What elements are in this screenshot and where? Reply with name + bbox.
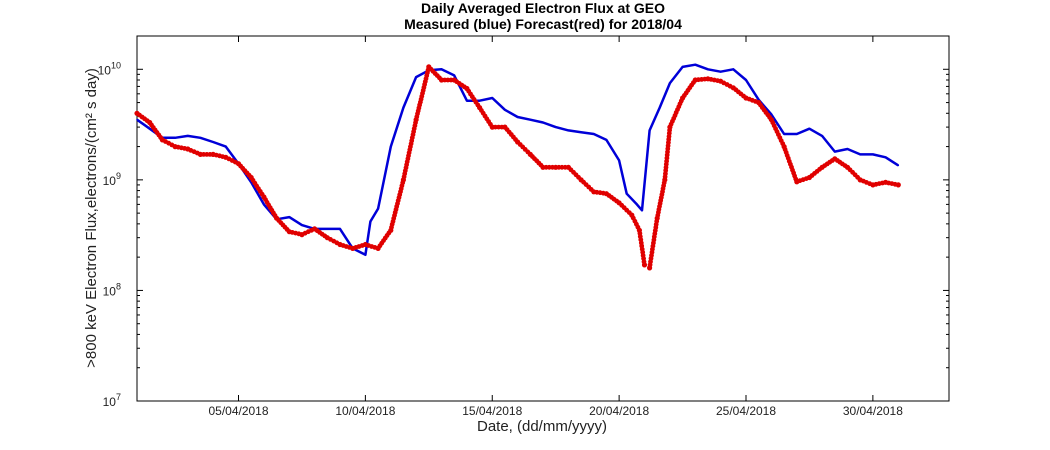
measured-data-point — [694, 63, 697, 66]
measured-data-point — [288, 216, 291, 218]
measured-data-point — [783, 133, 785, 135]
measured-data-point — [491, 97, 494, 99]
measured-data-point — [466, 99, 468, 102]
measured-data-point — [808, 127, 811, 130]
x-tick-label: 30/04/2018 — [843, 404, 903, 418]
y-tick-label: 109 — [103, 171, 121, 188]
measured-data-point — [542, 121, 544, 124]
measured-data-point — [897, 164, 900, 167]
measured-data-point — [136, 118, 138, 121]
y-tick-label: 108 — [103, 281, 121, 298]
measured-data-point — [504, 109, 506, 111]
measured-data-point — [872, 153, 874, 156]
measured-data-point — [516, 116, 519, 118]
x-axis-ticks: 05/04/2018 10/04/2018 15/04/2018 20/04/2018… — [208, 36, 903, 418]
measured-data-point — [636, 203, 638, 206]
measured-data-point — [148, 127, 151, 130]
plot-area-frame — [136, 35, 950, 402]
measured-data-point — [641, 209, 643, 212]
measured-data-point — [174, 137, 176, 139]
measured-data-point — [415, 76, 417, 78]
measured-data-point — [859, 153, 861, 156]
x-tick-label: 25/04/2018 — [716, 404, 776, 418]
measured-data-point — [390, 145, 392, 148]
y-tick-label: 1010 — [98, 60, 121, 77]
measured-data-point — [339, 228, 341, 230]
measured-data-point — [364, 254, 367, 256]
x-tick-label: 20/04/2018 — [589, 404, 649, 418]
measured-data-point — [187, 135, 189, 137]
measured-data-point — [478, 99, 481, 102]
x-tick-label: 05/04/2018 — [208, 404, 268, 418]
measured-data-point — [796, 133, 798, 135]
chart-subtitle: Measured (blue) Forecast(red) for 2018/0… — [404, 16, 682, 32]
measured-data-point — [402, 106, 405, 109]
measured-data-point — [745, 79, 747, 81]
measured-data-point — [593, 133, 595, 135]
y-tick-label: 107 — [103, 392, 121, 409]
measured-data-point — [529, 118, 532, 121]
y-axis-ticks: 107 108 109 1010 — [98, 35, 949, 409]
measured-data-point — [719, 70, 722, 73]
series-measured-line — [137, 63, 899, 257]
measured-data-point — [884, 156, 887, 159]
measured-data-point — [605, 139, 608, 141]
measured-data-point — [326, 228, 329, 230]
measured-data-point — [648, 129, 651, 132]
measured-data-point — [707, 68, 709, 71]
measured-data-point — [580, 131, 582, 133]
series-layer — [134, 63, 901, 271]
measured-data-point — [567, 129, 570, 132]
measured-data-point — [618, 159, 620, 162]
measured-data-point — [554, 126, 557, 128]
measured-data-point — [369, 220, 372, 223]
measured-data-point — [834, 150, 836, 153]
y-axis-label: >800 keV Electron Flux,electrons/(cm² s … — [83, 68, 100, 368]
measured-data-point — [453, 74, 456, 77]
measured-data-point — [846, 148, 849, 150]
measured-data-point — [301, 224, 303, 226]
measured-data-point — [199, 137, 202, 139]
measured-data-point — [821, 135, 823, 137]
measured-data-point — [212, 141, 214, 143]
measured-data-point — [658, 106, 661, 109]
forecast-data-point — [641, 262, 648, 268]
measured-data-point — [770, 113, 773, 116]
measured-data-point — [669, 82, 671, 84]
x-tick-label: 10/04/2018 — [335, 404, 395, 418]
forecast-data-point — [895, 182, 901, 188]
measured-data-point — [625, 192, 628, 195]
measured-data-point — [263, 203, 265, 206]
measured-data-point — [732, 68, 735, 71]
measured-data-point — [377, 207, 379, 210]
measured-data-point — [225, 145, 227, 148]
x-tick-label: 15/04/2018 — [462, 404, 522, 418]
chart-title: Daily Averaged Electron Flux at GEO — [421, 0, 665, 16]
measured-data-point — [681, 66, 684, 68]
measured-data-point — [440, 68, 443, 71]
x-axis-label: Date, (dd/mm/yyyy) — [477, 418, 607, 435]
